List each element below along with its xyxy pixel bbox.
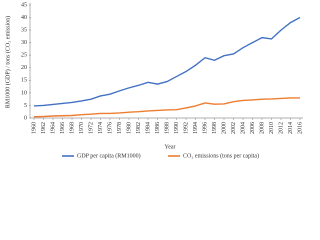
series-line xyxy=(33,16,301,107)
y-tick-label: 5 xyxy=(24,103,27,109)
legend-label: GDP per capita (RM1000) xyxy=(77,152,141,159)
x-tick-label: 1994 xyxy=(193,122,199,134)
x-tick-label: 2010 xyxy=(269,122,275,134)
chart: RM1000 (GDP) / tons (CO₂ emission) Year … xyxy=(4,2,303,159)
x-tick-label: 1988 xyxy=(164,122,170,134)
y-tick-label: 40 xyxy=(21,15,27,21)
series-line xyxy=(33,97,300,118)
x-tick-label: 2000 xyxy=(221,122,227,134)
y-axis-label: RM1000 (GDP) / tons (CO₂ emission) xyxy=(4,16,11,108)
x-tick-label: 2014 xyxy=(288,122,294,134)
x-tick-label: 1996 xyxy=(202,122,208,134)
x-tick-label: 1976 xyxy=(107,122,113,134)
x-tick-label: 1992 xyxy=(183,122,189,134)
x-axis-label: Year xyxy=(164,144,175,150)
x-tick-label: 1960 xyxy=(31,122,37,134)
y-tick-label: 35 xyxy=(21,27,27,33)
x-tick-label: 2006 xyxy=(250,122,256,134)
x-tick-label: 2004 xyxy=(240,122,246,134)
y-tick-label: 0 xyxy=(24,115,27,121)
x-tick-label: 2016 xyxy=(297,122,303,134)
x-tick-label: 2002 xyxy=(231,122,237,134)
y-tick-label: 15 xyxy=(21,78,27,84)
x-tick-label: 2012 xyxy=(278,122,284,134)
x-tick-label: 1982 xyxy=(136,122,142,134)
x-tick-label: 1964 xyxy=(50,122,56,134)
x-tick-label: 1986 xyxy=(155,122,161,134)
x-tick-label: 1974 xyxy=(98,122,104,134)
x-tick-label: 1984 xyxy=(145,122,151,134)
x-tick-label: 1966 xyxy=(60,122,66,134)
x-tick-label: 1980 xyxy=(126,122,132,134)
x-tick-label: 1970 xyxy=(79,122,85,134)
x-tick-label: 2008 xyxy=(259,122,265,134)
y-tick-label: 10 xyxy=(21,90,27,96)
x-tick-label: 1968 xyxy=(69,122,75,134)
y-tick-label: 25 xyxy=(21,53,27,59)
x-tick-label: 1972 xyxy=(88,122,94,134)
y-tick-label: 30 xyxy=(21,40,27,46)
y-tick-label: 20 xyxy=(21,65,27,71)
legend-label: CO₂ emissions (tons per capita) xyxy=(183,152,259,159)
x-tick-label: 1978 xyxy=(117,122,123,134)
x-tick-label: 1990 xyxy=(174,122,180,134)
y-tick-label: 45 xyxy=(21,2,27,8)
x-tick-label: 1998 xyxy=(212,122,218,134)
x-tick-label: 1962 xyxy=(41,122,47,134)
